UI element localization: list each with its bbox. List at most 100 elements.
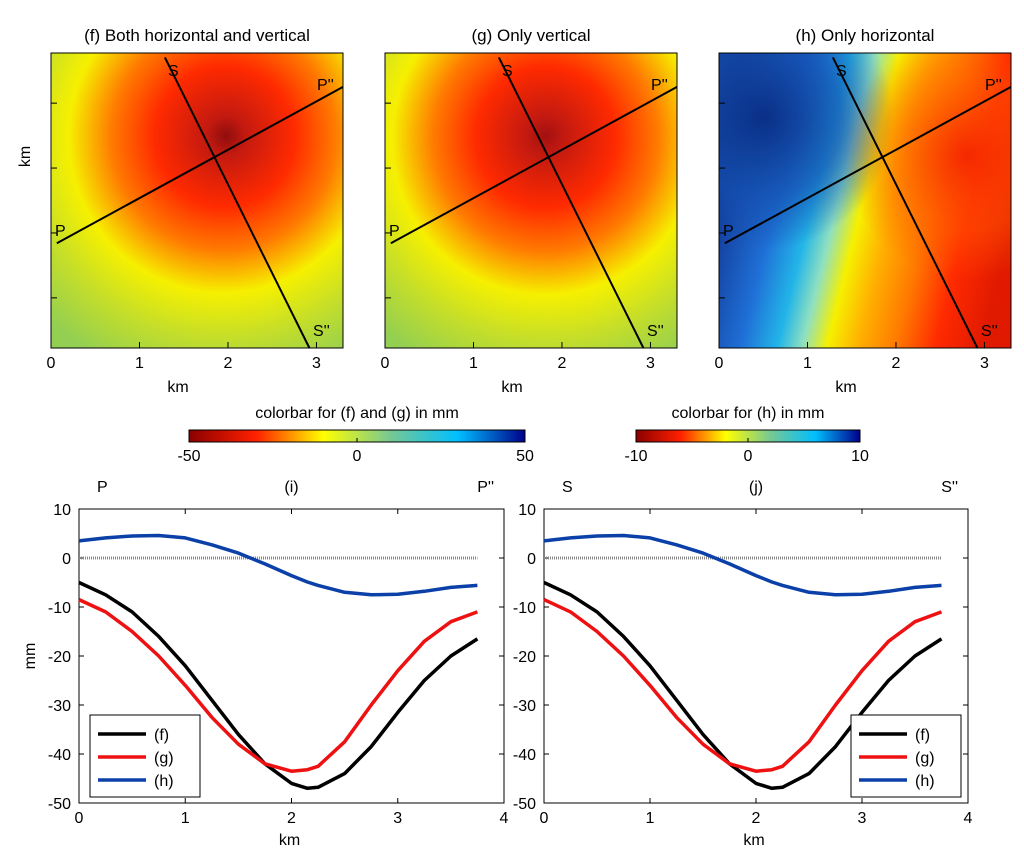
legend-label: (h) — [915, 773, 935, 790]
colorbar-label: colorbar for (f) and (g) in mm — [255, 405, 459, 422]
map-panel-combined: (f) Both horizontal and vertical P P'' S S''… — [17, 26, 344, 396]
map-panel-vertical: (g) Only vertical P P'' S S'' 0 1 2 3 km — [381, 26, 678, 396]
series-line-h — [78, 533, 478, 597]
profile-line-s — [497, 56, 645, 349]
map-xtick-label: 3 — [980, 355, 989, 372]
line-charts: P (i) P'' 0 1 2 3 4 10 0 -10 -20 -30 -40 -50 km mm (f) (g)… — [22, 479, 973, 849]
legend: (f) (g) (h) — [89, 714, 201, 798]
map-title: (f) Both horizontal and vertical — [84, 26, 310, 45]
map-xtick-label: 3 — [312, 355, 321, 372]
map-xtick-label: 1 — [803, 355, 812, 372]
map-field — [51, 53, 343, 348]
ytick-label: 10 — [53, 502, 71, 519]
series-line-f — [78, 580, 479, 791]
legend-label: (h) — [154, 773, 174, 790]
ytick-label: -20 — [48, 649, 71, 666]
xtick-label: 2 — [287, 810, 296, 827]
map-xlabel: km — [835, 379, 856, 396]
map-panels: (f) Both horizontal and vertical P P'' S S''… — [17, 26, 1012, 396]
profile-label-s-end: S'' — [981, 323, 998, 340]
map-xtick-label: 2 — [892, 355, 901, 372]
profile-line-p — [390, 86, 678, 245]
colorbar-tick-label: 0 — [744, 448, 753, 465]
colorbar-tick-label: 50 — [516, 448, 534, 465]
profile-label-s-end: S'' — [313, 323, 330, 340]
map-xlabel: km — [167, 379, 188, 396]
ytick-label: -20 — [513, 649, 536, 666]
map-xlabel: km — [501, 379, 522, 396]
y-axis-label: mm — [22, 643, 39, 670]
profile-line-s — [163, 56, 311, 349]
profile-label-s-start: S — [168, 63, 179, 80]
profile-label-s-start: S — [836, 63, 847, 80]
xtick-label: 4 — [500, 810, 509, 827]
ytick-label: -10 — [48, 600, 71, 617]
colorbar-tick-label: 10 — [851, 448, 869, 465]
map-xtick-label: 0 — [381, 355, 390, 372]
colorbars: colorbar for (f) and (g) in mm -50 0 50 colo… — [177, 405, 869, 465]
profile-end-label: P'' — [477, 479, 494, 496]
map-xtick-label: 0 — [715, 355, 724, 372]
profile-line-p — [56, 86, 344, 245]
legend-label: (f) — [154, 727, 169, 744]
legend-label: (g) — [154, 750, 174, 767]
colorbar-tick-label: -50 — [177, 448, 200, 465]
colorbar-label: colorbar for (h) in mm — [672, 405, 825, 422]
profile-label-p-start: P — [55, 223, 66, 240]
map-xtick-label: 0 — [47, 355, 56, 372]
legend-label: (f) — [915, 727, 930, 744]
legend-label: (g) — [915, 750, 935, 767]
xtick-label: 4 — [964, 810, 973, 827]
x-axis-label: km — [279, 832, 300, 849]
xtick-label: 3 — [858, 810, 867, 827]
profile-label-p-start: P — [389, 223, 400, 240]
line-chart-i: P (i) P'' 0 1 2 3 4 10 0 -10 -20 -30 -40 -50 km mm (f) (g)… — [22, 479, 509, 849]
ytick-label: -10 — [513, 600, 536, 617]
xtick-label: 0 — [75, 810, 84, 827]
map-frame — [384, 52, 678, 349]
series-line-g — [78, 598, 479, 773]
ytick-label: -30 — [48, 698, 71, 715]
panel-label: (j) — [749, 479, 763, 496]
colorbar-tick-label: -10 — [624, 448, 647, 465]
ytick-label: -50 — [513, 796, 536, 813]
colorbar-tick-label: 0 — [353, 448, 362, 465]
profile-label-p-end: P'' — [317, 77, 334, 94]
map-ylabel: km — [17, 146, 34, 167]
profile-line-s — [831, 56, 979, 349]
map-xtick-label: 1 — [469, 355, 478, 372]
series-line-h — [543, 533, 942, 597]
map-title: (g) Only vertical — [471, 26, 590, 45]
legend: (f) (g) (h) — [850, 714, 962, 798]
map-frame — [718, 52, 1012, 349]
profile-label-p-end: P'' — [651, 77, 668, 94]
profile-label-p-end: P'' — [985, 77, 1002, 94]
line-chart-j: S (j) S'' 0 1 2 3 4 10 0 -10 -20 -30 -40 -50 km (f) (g) (h… — [513, 479, 973, 849]
xtick-label: 1 — [646, 810, 655, 827]
panel-label: (i) — [284, 479, 298, 496]
map-field-high — [719, 53, 1011, 348]
map-xtick-label: 1 — [135, 355, 144, 372]
map-xtick-label: 3 — [646, 355, 655, 372]
ytick-label: -40 — [48, 747, 71, 764]
colorbar-h: colorbar for (h) in mm -10 0 10 — [624, 405, 869, 465]
profile-end-label: S'' — [941, 479, 958, 496]
ytick-label: 10 — [518, 502, 536, 519]
ytick-label: -50 — [48, 796, 71, 813]
xtick-label: 1 — [181, 810, 190, 827]
profile-label-s-start: S — [502, 63, 513, 80]
map-panel-horizontal: (h) Only horizontal P P'' S S'' 0 1 2 3 km — [715, 26, 1012, 396]
map-xtick-label: 2 — [558, 355, 567, 372]
profile-line-p — [724, 86, 1012, 245]
series-line-g — [543, 598, 943, 773]
series-line-f — [543, 580, 943, 791]
map-xtick-label: 2 — [224, 355, 233, 372]
map-title: (h) Only horizontal — [796, 26, 935, 45]
xtick-label: 0 — [540, 810, 549, 827]
map-frame — [50, 52, 344, 349]
profile-label-p-start: P — [723, 223, 734, 240]
ytick-label: -40 — [513, 747, 536, 764]
profile-start-label: P — [97, 479, 108, 496]
profile-label-s-end: S'' — [647, 323, 664, 340]
